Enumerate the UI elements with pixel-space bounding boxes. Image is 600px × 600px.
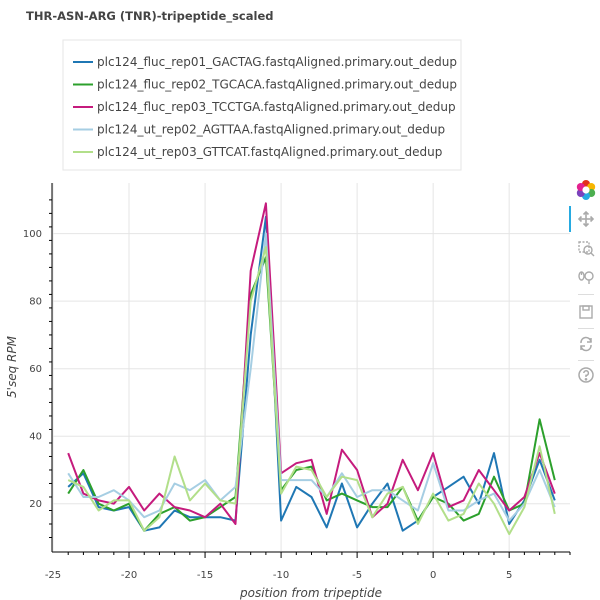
chart-title: THR-ASN-ARG (TNR)-tripeptide_scaled [26,9,273,24]
save-icon[interactable] [574,300,598,324]
x-tick-label: -15 [197,570,213,581]
active-tool-indicator [569,206,571,232]
series-lines [67,202,556,536]
x-tick-label: 5 [506,570,512,581]
help-icon[interactable] [574,363,598,387]
y-tick-label: 20 [29,499,42,510]
x-tick-label: -5 [352,570,362,581]
x-tick-label: 0 [430,570,436,581]
series-line-5 [67,246,556,536]
legend-label: plc124_ut_rep03_GTTCAT.fastqAligned.prim… [97,145,442,159]
y-ticks: 20 40 60 80 100 [23,199,52,538]
y-tick-label: 100 [23,229,42,240]
reset-icon[interactable] [574,332,598,356]
legend-label: plc124_fluc_rep02_TGCACA.fastqAligned.pr… [97,78,457,92]
x-ticks: -25 -20 -15 -10 -5 0 5 [45,552,571,581]
legend: plc124_fluc_rep01_GACTAG.fastqAligned.pr… [62,39,462,171]
toolbar-separator [578,360,594,361]
x-tick-label: -20 [121,570,137,581]
grid [52,183,570,551]
toolbar-separator [578,328,594,329]
series-line-2 [67,256,556,532]
wheel-zoom-icon[interactable] [574,265,598,289]
box-zoom-icon[interactable] [574,237,598,261]
y-axis-label: 5'seq RPM [5,335,19,398]
toolbar-separator [578,294,594,295]
bokeh-logo-icon[interactable] [574,178,598,202]
series-line-1 [67,215,556,532]
y-tick-label: 40 [29,432,42,443]
x-tick-label: -10 [273,570,289,581]
legend-label: plc124_fluc_rep01_GACTAG.fastqAligned.pr… [97,55,457,69]
series-line-4 [67,232,556,522]
x-axis-label: position from tripeptide [239,586,382,600]
legend-label: plc124_fluc_rep03_TCCTGA.fastqAligned.pr… [97,100,456,114]
legend-box [62,39,462,171]
x-tick-label: -25 [45,570,61,581]
pan-icon[interactable] [574,207,598,231]
y-tick-label: 80 [29,297,42,308]
series-line-3 [67,202,556,525]
y-tick-label: 60 [29,364,42,375]
legend-label: plc124_ut_rep02_AGTTAA.fastqAligned.prim… [97,123,445,137]
